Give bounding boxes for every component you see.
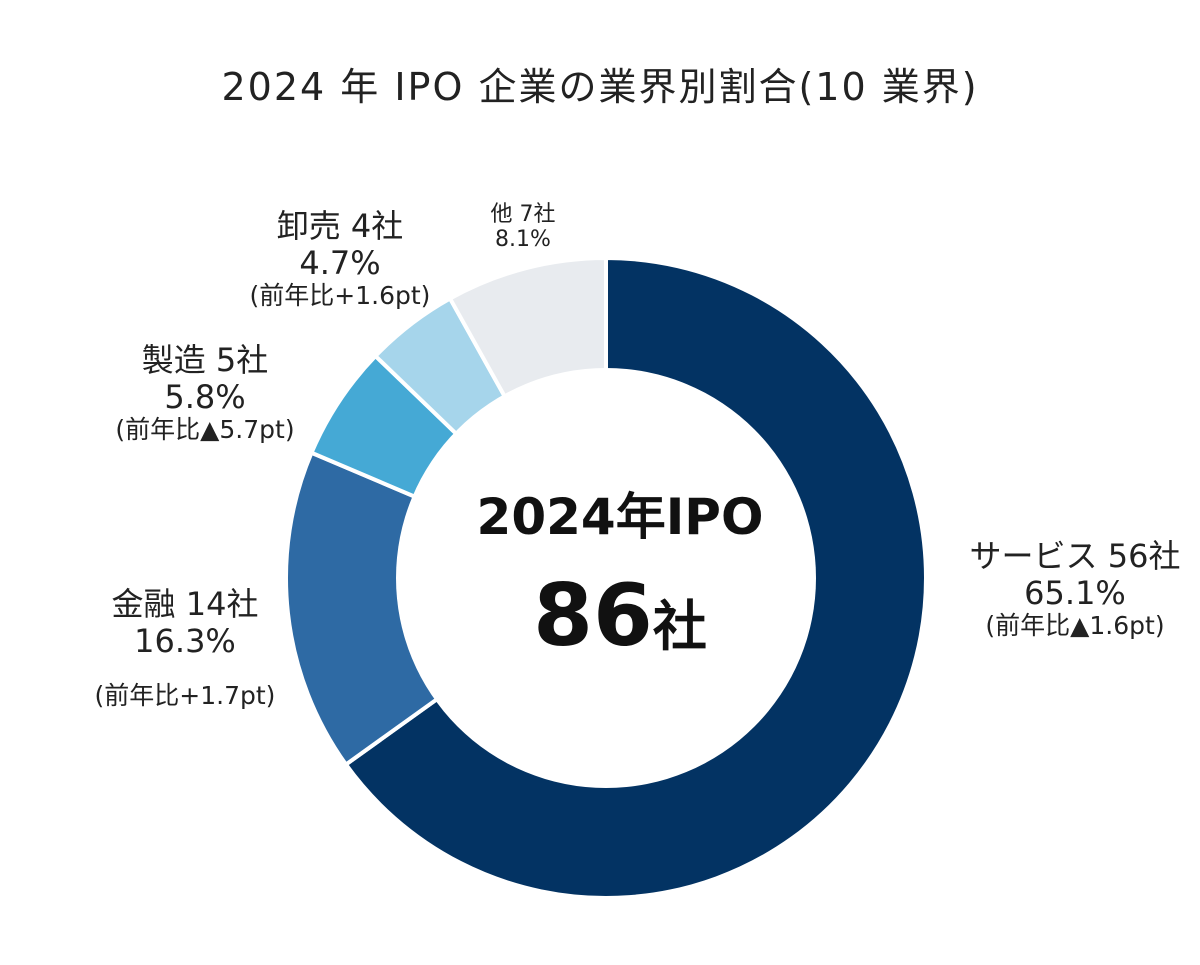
slice-label-finance: 金融 14社 16.3% (前年比+1.7pt) (60, 586, 310, 710)
chart-title: 2024 年 IPO 企業の業界別割合(10 業界) (221, 65, 979, 109)
slice-count-label: 卸売 4社 (276, 207, 404, 245)
slice-count-label: 製造 5社 (141, 341, 269, 379)
slice-percent-label: 4.7% (299, 243, 381, 282)
slice-percent-label: 5.8% (164, 377, 246, 416)
slice-count-label: サービス 56社 (969, 537, 1181, 575)
slice-label-wholesale: 卸売 4社 4.7% (前年比+1.6pt) (205, 208, 475, 310)
slice-change-label: (前年比▲1.6pt) (985, 610, 1165, 640)
slice-label-service: サービス 56社 65.1% (前年比▲1.6pt) (955, 538, 1195, 640)
center-total-number: 86 (533, 566, 653, 666)
center-total-unit: 社 (652, 595, 707, 658)
slice-label-other: 他 7社 8.1% (458, 202, 588, 253)
donut-hole (396, 368, 816, 788)
center-total: 86社 (430, 573, 810, 659)
slice-change-label: (前年比▲5.7pt) (115, 414, 295, 444)
slice-label-manufacturing: 製造 5社 5.8% (前年比▲5.7pt) (70, 342, 340, 444)
slice-count-label: 他 7社 (490, 202, 556, 227)
slice-percent-label: 16.3% (134, 621, 236, 660)
slice-count-label: 金融 14社 (111, 585, 259, 623)
slice-percent-label: 8.1% (495, 227, 551, 253)
center-title: 2024年IPO (476, 488, 764, 546)
donut-center-label: 2024年IPO 86社 (430, 488, 810, 660)
slice-change-label: (前年比+1.7pt) (94, 680, 276, 710)
slice-change-label: (前年比+1.6pt) (249, 280, 431, 310)
slice-percent-label: 65.1% (1024, 573, 1126, 612)
